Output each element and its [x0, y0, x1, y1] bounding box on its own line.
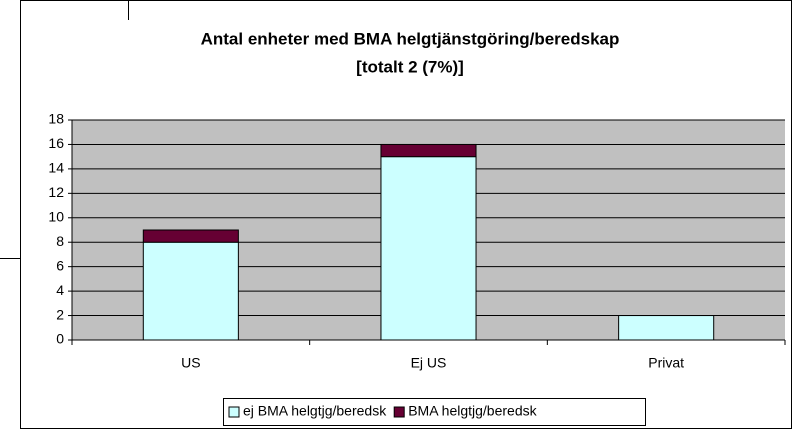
bar-segment — [618, 315, 715, 341]
y-tick-label: 4 — [56, 282, 64, 298]
legend-swatch — [393, 406, 405, 418]
x-tick-label: US — [181, 355, 200, 371]
legend-label: BMA helgtjg/beredsk — [408, 403, 537, 419]
bar-segment — [142, 241, 239, 341]
y-tick-label: 14 — [48, 160, 64, 176]
bar-segment — [380, 156, 477, 341]
legend-swatch — [228, 406, 240, 418]
x-tick-label: Ej US — [411, 355, 447, 371]
chart-title: Antal enheter med BMA helgtjänstgöring/b… — [201, 29, 620, 48]
y-tick-label: 12 — [48, 184, 64, 200]
bar-segment — [380, 143, 477, 158]
y-tick-label: 8 — [56, 233, 64, 249]
legend-box — [223, 398, 646, 426]
y-tick-label: 6 — [56, 257, 64, 273]
y-tick-label: 16 — [48, 135, 64, 151]
legend-label: ej BMA helgtjg/beredsk — [243, 403, 387, 419]
y-tick-label: 18 — [48, 111, 64, 127]
bar-segment — [142, 229, 239, 243]
x-tick-label: Privat — [648, 355, 684, 371]
chart-subtitle: [totalt 2 (7%)] — [356, 57, 464, 76]
y-tick-label: 0 — [56, 331, 64, 347]
y-tick-label: 10 — [48, 208, 64, 224]
y-tick-label: 2 — [56, 306, 64, 322]
